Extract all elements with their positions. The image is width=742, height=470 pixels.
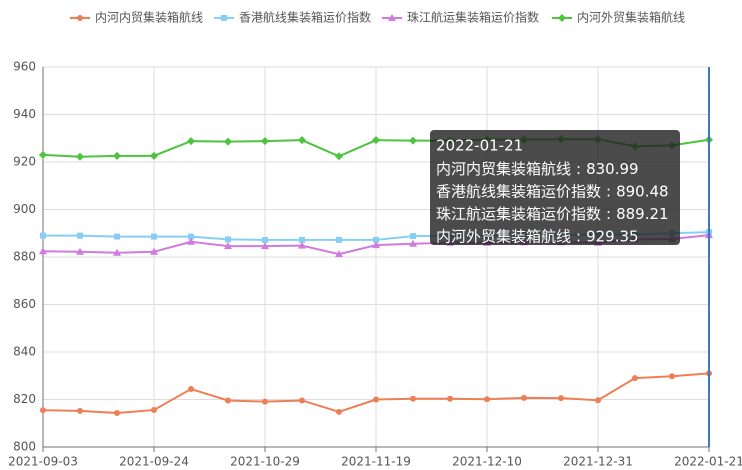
y-tick-label: 880 — [13, 250, 36, 264]
marker — [262, 398, 268, 405]
y-tick-label: 860 — [13, 297, 36, 311]
x-tick-label: 2022-01-21 — [674, 455, 742, 469]
legend-label: 珠江航运集装箱运价指数 — [407, 10, 539, 25]
tooltip-separator: : — [576, 227, 581, 245]
marker — [409, 136, 417, 145]
marker — [409, 239, 417, 247]
marker — [335, 250, 343, 258]
marker — [113, 248, 121, 256]
marker — [521, 394, 527, 401]
legend-label: 内河内贸集装箱航线 — [95, 10, 203, 25]
marker — [40, 407, 46, 414]
marker — [114, 233, 120, 240]
tooltip-row: 香港航线集装箱运价指数:890.48 — [436, 182, 669, 200]
marker — [372, 241, 380, 249]
marker — [39, 150, 47, 159]
marker — [151, 406, 157, 413]
marker — [372, 136, 380, 145]
marker — [261, 242, 269, 250]
x-tick-label: 2021-12-31 — [563, 455, 633, 469]
marker — [77, 407, 83, 414]
tooltip-value: 929.35 — [586, 227, 639, 245]
marker — [262, 236, 268, 243]
marker — [299, 397, 305, 404]
y-tick-label: 820 — [13, 392, 36, 406]
tooltip-box — [430, 130, 680, 245]
marker — [151, 233, 157, 240]
marker — [373, 396, 379, 403]
tooltip-title: 2022-01-21 — [436, 137, 523, 155]
tooltip-value: 890.48 — [616, 182, 669, 200]
y-tick-label: 960 — [13, 60, 36, 74]
marker — [336, 408, 342, 415]
tooltip-name: 香港航线集装箱运价指数 — [436, 182, 601, 200]
marker — [632, 375, 638, 382]
tooltip-row: 内河外贸集装箱航线:929.35 — [436, 227, 639, 245]
marker — [77, 15, 83, 21]
marker — [114, 410, 120, 417]
y-tick-label: 900 — [13, 202, 36, 216]
marker — [336, 236, 342, 243]
marker — [224, 242, 232, 250]
tooltip-name: 内河外贸集装箱航线 — [436, 227, 571, 245]
marker — [447, 395, 453, 402]
x-tick-label: 2021-10-29 — [230, 455, 300, 469]
marker — [261, 137, 269, 146]
marker — [187, 237, 195, 245]
y-tick-label: 800 — [13, 440, 36, 454]
marker — [187, 137, 195, 146]
legend: 内河内贸集装箱航线 香港航线集装箱运价指数 珠江航运集装箱运价指数 内河外贸集装箱航线 — [70, 10, 685, 25]
y-tick-label: 840 — [13, 345, 36, 359]
marker — [76, 247, 84, 255]
marker — [558, 14, 566, 22]
x-tick-label: 2021-09-03 — [8, 455, 78, 469]
x-tick-label: 2021-12-10 — [452, 455, 522, 469]
y-tick-label: 920 — [13, 155, 36, 169]
y-tick-label: 940 — [13, 107, 36, 121]
x-tick-label: 2021-09-24 — [119, 455, 189, 469]
marker — [188, 233, 194, 240]
marker — [410, 395, 416, 402]
tooltip-separator: : — [606, 182, 611, 200]
tooltip: 2022-01-21内河内贸集装箱航线:830.99香港航线集装箱运价指数:89… — [430, 130, 680, 245]
legend-label: 香港航线集装箱运价指数 — [239, 10, 371, 25]
marker — [77, 232, 83, 239]
marker — [373, 236, 379, 243]
marker — [150, 247, 158, 255]
marker — [335, 152, 343, 161]
marker — [595, 397, 601, 404]
marker — [225, 397, 231, 404]
marker — [225, 236, 231, 243]
marker — [669, 373, 675, 380]
marker — [484, 396, 490, 403]
marker — [150, 151, 158, 160]
tooltip-row: 珠江航运集装箱运价指数:889.21 — [436, 205, 669, 223]
tooltip-separator: : — [606, 205, 611, 223]
tooltip-row: 内河内贸集装箱航线:830.99 — [436, 160, 639, 178]
marker — [113, 151, 121, 160]
marker — [40, 232, 46, 239]
tooltip-value: 889.21 — [616, 205, 669, 223]
tooltip-value: 830.99 — [586, 160, 639, 178]
marker — [298, 241, 306, 249]
tooltip-name: 内河内贸集装箱航线 — [436, 160, 571, 178]
marker — [410, 233, 416, 240]
marker — [188, 386, 194, 393]
marker — [388, 14, 396, 21]
marker — [558, 395, 564, 402]
tooltip-name: 珠江航运集装箱运价指数 — [436, 205, 601, 223]
marker — [298, 136, 306, 145]
marker — [224, 137, 232, 146]
x-tick-label: 2021-11-19 — [341, 455, 411, 469]
marker — [299, 236, 305, 243]
legend-label: 内河外贸集装箱航线 — [577, 10, 685, 25]
marker — [39, 247, 47, 255]
marker — [76, 152, 84, 161]
tooltip-separator: : — [576, 160, 581, 178]
marker — [221, 15, 227, 21]
